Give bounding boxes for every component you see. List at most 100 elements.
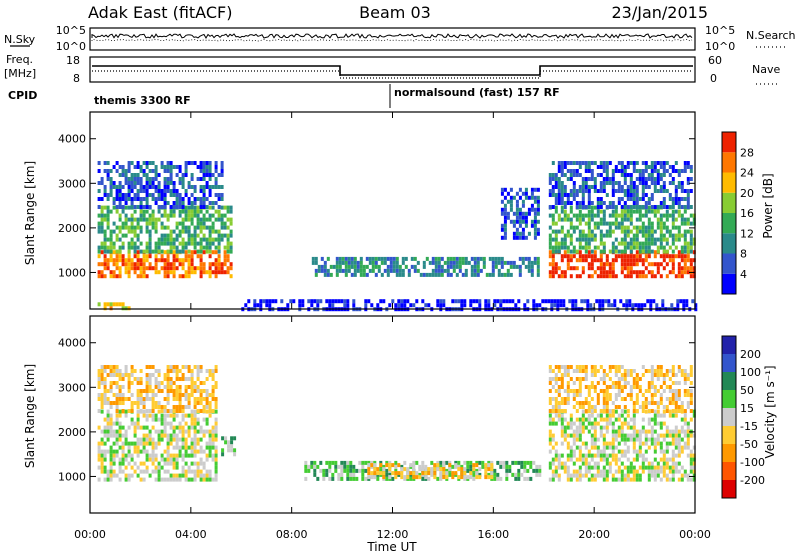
echo-cell	[136, 205, 140, 209]
echo-cell	[473, 272, 477, 277]
echo-cell	[677, 445, 681, 450]
echo-cell	[500, 191, 504, 196]
echo-cell	[563, 433, 567, 438]
echo-cell	[629, 217, 633, 222]
echo-cell	[584, 165, 588, 169]
echo-cell	[640, 303, 644, 308]
echo-cell	[614, 437, 618, 442]
echo-cell	[178, 429, 182, 434]
echo-cell	[148, 221, 152, 226]
echo-cell	[635, 229, 639, 234]
echo-cell	[124, 477, 128, 482]
echo-cell	[103, 266, 107, 271]
echo-cell	[584, 254, 588, 259]
echo-cell	[118, 181, 122, 185]
echo-cell	[508, 299, 512, 304]
echo-cell	[407, 272, 411, 277]
echo-cell	[578, 205, 582, 209]
echo-cell	[614, 417, 618, 422]
power-colorbar-tick: 28	[740, 146, 754, 159]
echo-cell	[148, 237, 152, 242]
echo-cell	[608, 465, 612, 470]
echo-cell	[160, 193, 164, 197]
echo-cell	[530, 219, 534, 224]
echo-cell	[413, 264, 417, 269]
echo-cell	[677, 365, 681, 369]
echo-cell	[202, 270, 206, 275]
echo-cell	[103, 205, 107, 210]
echo-cell	[686, 241, 690, 246]
echo-cell	[415, 471, 419, 476]
echo-cell	[566, 233, 570, 238]
echo-cell	[394, 471, 398, 476]
echo-cell	[124, 365, 128, 369]
echo-cell	[379, 299, 383, 304]
echo-cell	[548, 177, 552, 181]
echo-cell	[439, 299, 443, 304]
echo-cell	[635, 377, 639, 381]
echo-cell	[446, 268, 450, 273]
echo-cell	[202, 477, 206, 482]
echo-cell	[584, 469, 588, 474]
echo-cell	[142, 254, 146, 259]
echo-cell	[353, 272, 357, 277]
echo-cell	[502, 464, 506, 469]
echo-cell	[632, 233, 636, 238]
echo-cell	[566, 441, 570, 446]
echo-cell	[683, 237, 687, 242]
echo-cell	[422, 260, 426, 265]
echo-cell	[347, 268, 351, 273]
echo-cell	[503, 272, 507, 277]
echo-cell	[560, 209, 564, 214]
echo-cell	[569, 274, 573, 279]
echo-cell	[208, 409, 212, 413]
echo-cell	[175, 437, 179, 442]
echo-cell	[641, 270, 645, 275]
echo-cell	[611, 181, 615, 185]
echo-cell	[346, 468, 350, 473]
echo-cell	[115, 254, 119, 259]
echo-cell	[109, 189, 113, 193]
echo-cell	[554, 249, 558, 254]
echo-cell	[121, 197, 125, 201]
freq-right-tick-bottom: 0	[710, 72, 717, 85]
echo-cell	[169, 365, 173, 369]
velocity-colorbar-tick: -50	[740, 438, 758, 451]
echo-cell	[665, 445, 669, 450]
echo-cell	[118, 229, 122, 234]
echo-cell	[307, 468, 311, 473]
echo-cell	[136, 266, 140, 271]
echo-cell	[680, 197, 684, 201]
echo-cell	[563, 245, 567, 250]
echo-cell	[620, 165, 624, 169]
echo-cell	[605, 270, 609, 275]
echo-cell	[683, 413, 687, 418]
echo-cell	[196, 365, 200, 369]
echo-cell	[406, 471, 410, 476]
echo-cell	[602, 217, 606, 222]
echo-cell	[127, 193, 131, 197]
echo-cell	[193, 397, 197, 401]
echo-cell	[163, 457, 167, 462]
echo-cell	[572, 161, 576, 165]
echo-cell	[214, 437, 218, 442]
echo-cell	[563, 193, 567, 197]
echo-cell	[587, 250, 591, 255]
echo-cell	[214, 453, 218, 458]
echo-cell	[109, 193, 113, 197]
echo-cell	[553, 299, 557, 304]
echo-cell	[662, 201, 666, 205]
echo-cell	[118, 393, 122, 397]
echo-cell	[193, 453, 197, 458]
echo-cell	[692, 274, 696, 279]
echo-cell	[647, 229, 651, 234]
echo-cell	[599, 457, 603, 462]
echo-cell	[205, 245, 209, 250]
echo-cell	[332, 264, 336, 269]
echo-cell	[617, 477, 621, 482]
echo-cell	[127, 249, 131, 254]
echo-cell	[457, 299, 461, 304]
echo-cell	[689, 433, 693, 438]
echo-cell	[497, 272, 501, 277]
echo-cell	[659, 369, 663, 373]
